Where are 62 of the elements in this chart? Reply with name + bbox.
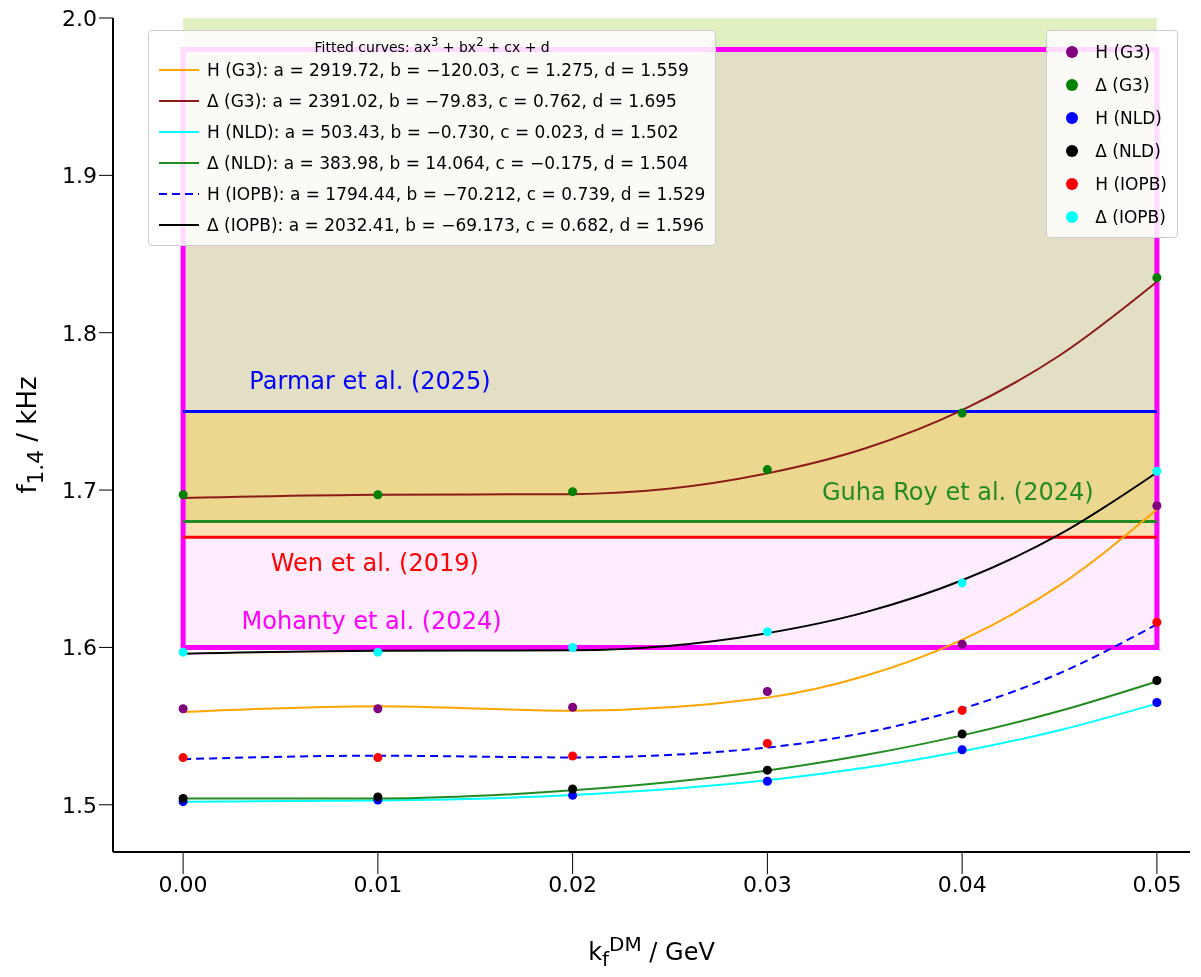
legend-label: H (NLD): a = 503.43, b = −0.730, c = 0.023, d = 1.502 <box>207 122 679 143</box>
point <box>957 745 967 755</box>
point <box>762 765 772 775</box>
legend-label: Δ (NLD): a = 383.98, b = 14.064, c = −0.175, d = 1.504 <box>207 153 689 174</box>
point <box>762 686 772 696</box>
x-tick-label: 0.04 <box>937 871 987 897</box>
point <box>1152 617 1162 627</box>
legend-title: Fitted curves: ax$^{3}$ + bx$^{2}$ + cx + d <box>313 35 551 55</box>
point <box>957 578 967 588</box>
x-tick-label: 0.03 <box>742 871 792 897</box>
y-tick-label: 1.8 <box>62 320 97 346</box>
band-label: Mohanty et al. (2024) <box>241 607 502 636</box>
ref-line-label: Wen et al. (2019) <box>270 549 479 578</box>
legend-label: Δ (G3): a = 2391.02, b = −79.83, c = 0.762, d = 1.695 <box>207 91 677 112</box>
point <box>762 776 772 786</box>
legend-label: Δ (NLD) <box>1095 140 1161 161</box>
y-tick-label: 2.0 <box>62 5 97 31</box>
legend-label: H (G3) <box>1095 41 1151 62</box>
legend-label: H (IOPB) <box>1095 173 1167 194</box>
point <box>178 793 188 803</box>
point <box>1152 466 1162 476</box>
ref-line-label: Parmar et al. (2025) <box>249 367 491 396</box>
x-axis-title: k$_{f}$$^{DM}$ / GeV <box>587 932 716 971</box>
point <box>373 647 383 657</box>
point <box>957 729 967 739</box>
legend-label: H (NLD) <box>1095 107 1162 128</box>
point <box>568 751 578 761</box>
point <box>1152 675 1162 685</box>
point <box>373 704 383 714</box>
point <box>178 704 188 714</box>
point <box>957 705 967 715</box>
legend-label: Δ (G3) <box>1095 74 1150 95</box>
point <box>1152 501 1162 511</box>
point <box>762 465 772 475</box>
point <box>957 639 967 649</box>
x-tick-label: 0.05 <box>1132 871 1182 897</box>
point <box>373 753 383 763</box>
point <box>178 753 188 763</box>
point <box>373 490 383 500</box>
y-tick-label: 1.9 <box>62 163 97 189</box>
legend-label: H (IOPB): a = 1794.44, b = −70.212, c = 0.739, d = 1.529 <box>207 184 706 205</box>
point <box>762 738 772 748</box>
ref-line-label: Guha Roy et al. (2024) <box>821 477 1094 506</box>
x-tick-label: 0.00 <box>158 871 208 897</box>
point <box>1152 698 1162 708</box>
y-tick-label: 1.7 <box>62 477 97 503</box>
point <box>957 408 967 418</box>
point <box>178 647 188 657</box>
y-tick-label: 1.6 <box>62 635 97 661</box>
x-tick-label: 0.01 <box>353 871 403 897</box>
legend-label: Δ (IOPB): a = 2032.41, b = −69.173, c = 0.682, d = 1.596 <box>207 215 705 236</box>
legend-label: H (G3): a = 2919.72, b = −120.03, c = 1.275, d = 1.559 <box>207 60 689 81</box>
y-tick-label: 1.5 <box>62 792 97 818</box>
point <box>762 627 772 637</box>
point <box>568 784 578 794</box>
point <box>568 487 578 497</box>
point <box>1152 273 1162 283</box>
legend-label: Δ (IOPB) <box>1095 206 1166 227</box>
point <box>178 490 188 500</box>
x-tick-label: 0.02 <box>548 871 598 897</box>
point <box>568 642 578 652</box>
point <box>568 702 578 712</box>
